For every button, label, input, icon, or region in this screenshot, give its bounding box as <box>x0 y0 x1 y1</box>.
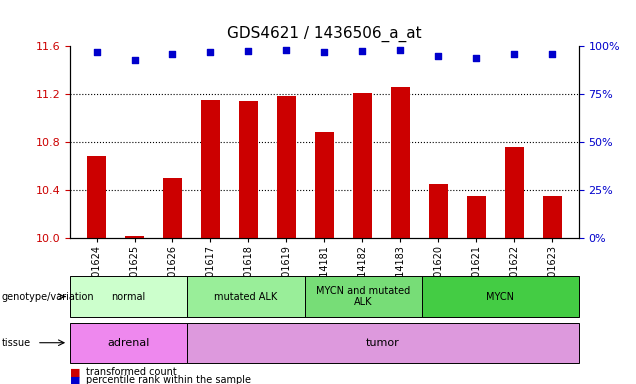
Point <box>319 49 329 55</box>
Text: tumor: tumor <box>366 338 400 348</box>
Point <box>244 48 254 54</box>
Bar <box>125 236 144 238</box>
Bar <box>163 178 182 238</box>
Point <box>281 47 291 53</box>
Text: transformed count: transformed count <box>86 367 177 377</box>
Bar <box>505 147 523 238</box>
Point <box>433 53 443 59</box>
Point <box>509 51 520 57</box>
Point <box>129 56 139 63</box>
Text: MYCN: MYCN <box>487 291 515 302</box>
Text: adrenal: adrenal <box>107 338 150 348</box>
Text: tissue: tissue <box>1 338 31 348</box>
Point <box>471 55 481 61</box>
Bar <box>467 196 486 238</box>
Text: genotype/variation: genotype/variation <box>1 291 94 302</box>
Text: ■: ■ <box>70 375 81 384</box>
Point <box>547 51 557 57</box>
Bar <box>353 93 372 238</box>
Point <box>92 49 102 55</box>
Text: normal: normal <box>111 291 146 302</box>
Bar <box>429 184 448 238</box>
Title: GDS4621 / 1436506_a_at: GDS4621 / 1436506_a_at <box>227 26 422 42</box>
Point <box>205 49 216 55</box>
Text: mutated ALK: mutated ALK <box>214 291 278 302</box>
Bar <box>315 132 334 238</box>
Point <box>395 47 405 53</box>
Bar <box>391 87 410 238</box>
Bar <box>239 101 258 238</box>
Text: ■: ■ <box>70 367 81 377</box>
Point <box>167 51 177 57</box>
Bar <box>87 157 106 238</box>
Bar <box>543 196 562 238</box>
Bar <box>201 100 220 238</box>
Text: percentile rank within the sample: percentile rank within the sample <box>86 375 251 384</box>
Bar <box>277 96 296 238</box>
Point <box>357 48 368 54</box>
Text: MYCN and mutated
ALK: MYCN and mutated ALK <box>316 286 411 308</box>
